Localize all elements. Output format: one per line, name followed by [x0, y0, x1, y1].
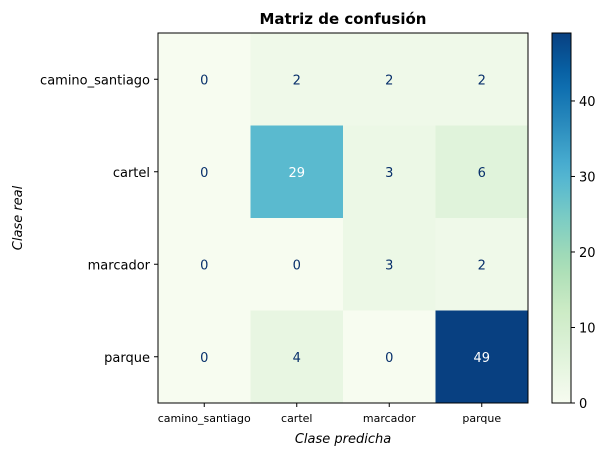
plot-frame [157, 32, 529, 404]
y-tick-label: camino_santiago [40, 73, 150, 88]
cell-value-label: 0 [200, 73, 208, 88]
x-axis-label: Clase predicha [295, 432, 391, 447]
cell-value-label: 0 [385, 351, 393, 366]
cell-value-label: 2 [385, 73, 393, 88]
x-tick-label: marcador [363, 412, 416, 425]
cell-value-label: 2 [478, 258, 486, 273]
heatmap-cell [158, 218, 251, 311]
cell-value-label: 0 [200, 166, 208, 181]
y-tick-label: marcador [88, 258, 151, 273]
x-axis: camino_santiago cartel marcador parque [158, 403, 501, 425]
cell-value-label: 6 [478, 166, 486, 181]
heatmap-cells: 0 2 2 2 0 29 3 6 0 0 3 2 0 4 0 49 [158, 33, 529, 404]
heatmap-cell [435, 310, 529, 404]
heatmap-cell [250, 310, 344, 404]
colorbar-tick-label: 30 [579, 170, 596, 185]
colorbar-tick-label: 10 [579, 321, 596, 336]
y-axis-label: Clase real [11, 185, 26, 250]
cell-value-label: 49 [473, 351, 490, 366]
x-tick-label: parque [462, 412, 501, 425]
heatmap-cell [250, 33, 344, 126]
heatmap-cell [343, 125, 436, 219]
cell-value-label: 29 [288, 166, 305, 181]
heatmap-cell [250, 218, 344, 311]
chart-title: Matriz de confusión [260, 10, 427, 28]
cell-value-label: 2 [478, 73, 486, 88]
x-tick-label: camino_santiago [158, 412, 251, 425]
heatmap-cell [250, 125, 344, 219]
colorbar: 0 10 20 30 40 [551, 32, 596, 412]
cell-value-label: 0 [293, 258, 301, 273]
colorbar-gradient [551, 32, 572, 404]
colorbar-tick-label: 0 [579, 397, 587, 412]
colorbar-tick-label: 40 [579, 95, 596, 110]
colorbar-tick-label: 20 [579, 246, 596, 261]
cell-value-label: 0 [200, 351, 208, 366]
cell-value-label: 3 [385, 166, 393, 181]
heatmap-cell [435, 125, 529, 219]
heatmap-cell [158, 310, 251, 404]
heatmap-cell [343, 310, 436, 404]
y-tick-label: parque [104, 351, 150, 366]
heatmap-cell [158, 125, 251, 219]
cell-value-label: 3 [385, 258, 393, 273]
cell-value-label: 4 [293, 351, 301, 366]
x-tick-label: cartel [281, 412, 312, 425]
heatmap-cell [158, 33, 251, 126]
heatmap-cell [343, 218, 436, 311]
heatmap-cell [435, 218, 529, 311]
cell-value-label: 0 [200, 258, 208, 273]
heatmap-cell [435, 33, 529, 126]
cell-value-label: 2 [293, 73, 301, 88]
heatmap-cell [343, 33, 436, 126]
y-tick-label: cartel [113, 166, 150, 181]
